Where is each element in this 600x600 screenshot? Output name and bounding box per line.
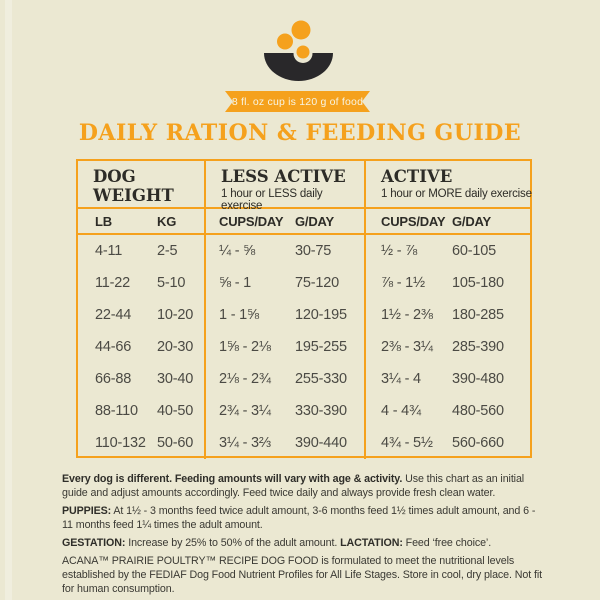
note-general-rest: Use this chart as an initial guide and a… <box>62 473 525 499</box>
cell-kg: 10-20 <box>157 307 194 323</box>
header-active: ACTIVE 1 hour or MORE daily exercise <box>364 161 532 209</box>
feeding-notes: Every dog is different. Feeding amounts … <box>62 472 546 600</box>
cell-g-active: 60-105 <box>452 243 496 259</box>
cell-g-less: 330-390 <box>295 403 347 419</box>
bowl-icon <box>264 20 333 82</box>
header-less-active: LESS ACTIVE 1 hour or LESS daily exercis… <box>204 161 364 212</box>
cell-lb: 11-22 <box>95 275 131 291</box>
note-legal: ACANA™ PRAIRIE POULTRY™ RECIPE DOG FOOD … <box>62 554 546 596</box>
column-header-cups-less: CUPS/DAY <box>204 209 295 235</box>
cell-g-active: 285-390 <box>452 339 504 355</box>
note-gestation-lactation: GESTATION: Increase by 25% to 50% of the… <box>62 536 546 550</box>
cell-cups-less: ⅝ - 1 <box>204 267 295 299</box>
cell-g-active: 560-660 <box>452 435 504 451</box>
bowl-shape <box>264 53 333 82</box>
cell-cups-less: 2⅛ - 2¾ <box>204 363 295 395</box>
cell-cups-active: 2⅜ - 3¼ <box>364 331 452 363</box>
header-dog-weight-label: DOG WEIGHT <box>93 167 174 205</box>
cell-cups-less: 2¾ - 3¼ <box>204 395 295 427</box>
cell-kg: 30-40 <box>157 371 194 387</box>
cell-cups-active: 3¼ - 4 <box>364 363 452 395</box>
ribbon-text: 8 fl. oz cup is 120 g of food <box>231 95 364 108</box>
column-header-g-active: G/DAY <box>452 209 532 235</box>
cell-lb: 110-132 <box>95 435 146 451</box>
cell-g-active: 180-285 <box>452 307 504 323</box>
cell-lb: 4-11 <box>95 243 123 259</box>
cell-kg: 20-30 <box>157 339 194 355</box>
note-gestation-text: Increase by 25% to 50% of the adult amou… <box>125 537 341 549</box>
cell-lb: 88-110 <box>95 403 138 419</box>
cell-g-less: 255-330 <box>295 371 347 387</box>
cell-cups-active: 1½ - 2⅜ <box>364 299 452 331</box>
cell-cups-active: ⅞ - 1½ <box>364 267 452 299</box>
cell-cups-less: 3¼ - 3⅔ <box>204 427 295 459</box>
note-puppies: PUPPIES: At 1½ - 3 months feed twice adu… <box>62 504 546 532</box>
note-general: Every dog is different. Feeding amounts … <box>62 472 546 500</box>
column-header-g-less: G/DAY <box>295 209 364 235</box>
column-header-kg: KG <box>157 209 204 235</box>
cell-lb: 66-88 <box>95 371 132 387</box>
feeding-table: DOG WEIGHT LESS ACTIVE 1 hour or LESS da… <box>76 159 532 459</box>
cell-cups-active: 4¾ - 5½ <box>364 427 452 459</box>
cell-cups-active: ½ - ⅞ <box>364 235 452 267</box>
note-lactation-text: Feed ‘free choice’. <box>402 537 492 549</box>
cell-kg: 2-5 <box>157 243 178 259</box>
header-active-subtitle: 1 hour or MORE daily exercise <box>381 188 532 200</box>
cell-kg: 5-10 <box>157 275 186 291</box>
header-less-active-label: LESS ACTIVE <box>221 167 346 186</box>
cell-g-less: 390-440 <box>295 435 347 451</box>
cell-cups-less: 1 - 1⅝ <box>204 299 295 331</box>
cell-g-less: 195-255 <box>295 339 347 355</box>
note-puppies-label: PUPPIES: <box>62 505 112 517</box>
kibble-dot-icon <box>296 45 310 59</box>
note-legal-text: ACANA™ PRAIRIE POULTRY™ RECIPE DOG FOOD … <box>62 555 542 595</box>
header-less-active-subtitle: 1 hour or LESS daily exercise <box>221 188 323 212</box>
cell-g-less: 120-195 <box>295 307 347 323</box>
page-title: DAILY RATION & FEEDING GUIDE <box>78 120 522 146</box>
cell-g-active: 480-560 <box>452 403 504 419</box>
cell-kg: 40-50 <box>157 403 194 419</box>
header-dog-weight: DOG WEIGHT <box>78 161 204 209</box>
cell-g-less: 75-120 <box>295 275 339 291</box>
cell-lb: 44-66 <box>95 339 132 355</box>
note-general-bold: Every dog is different. Feeding amounts … <box>62 473 403 485</box>
cell-g-active: 105-180 <box>452 275 504 291</box>
cell-lb: 22-44 <box>95 307 132 323</box>
cell-kg: 50-60 <box>157 435 194 451</box>
measurement-ribbon: 8 fl. oz cup is 120 g of food <box>225 91 370 112</box>
cell-cups-less: 1⅝ - 2⅛ <box>204 331 295 363</box>
note-puppies-text: At 1½ - 3 months feed twice adult amount… <box>62 505 536 531</box>
header-active-label: ACTIVE <box>381 167 453 186</box>
column-header-lb: LB <box>78 209 157 235</box>
cell-g-less: 30-75 <box>295 243 332 259</box>
cell-g-active: 390-480 <box>452 371 504 387</box>
cell-cups-active: 4 - 4¾ <box>364 395 452 427</box>
kibble-dot-icon <box>277 33 293 50</box>
column-header-cups-active: CUPS/DAY <box>364 209 452 235</box>
note-lactation-label: LACTATION: <box>340 537 403 549</box>
note-gestation-label: GESTATION: <box>62 537 126 549</box>
cell-cups-less: ¼ - ⅝ <box>204 235 295 267</box>
kibble-dot-icon <box>291 20 311 40</box>
package-fold-line <box>5 0 12 600</box>
